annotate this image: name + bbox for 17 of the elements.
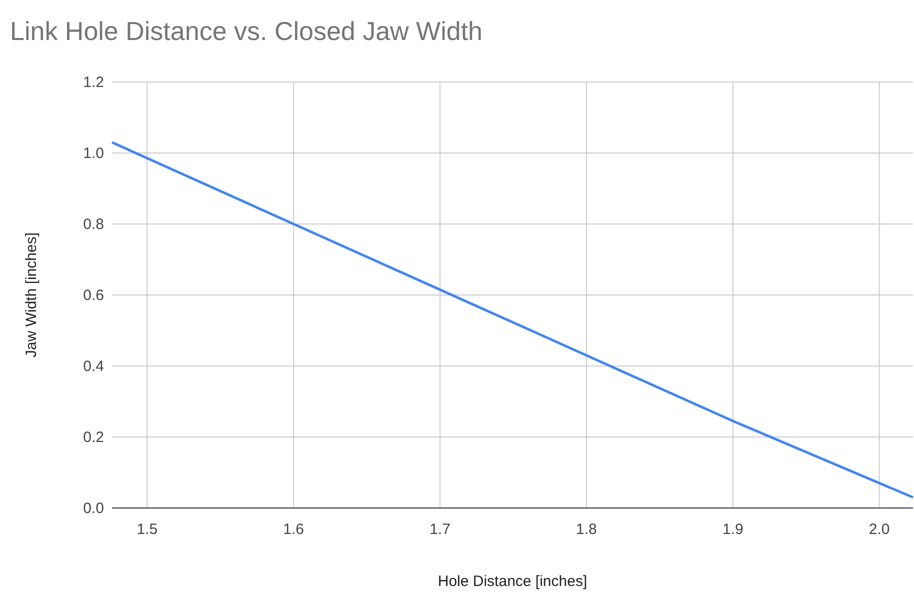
x-tick-label: 1.6	[283, 521, 304, 538]
y-tick-label: 0.8	[83, 216, 104, 233]
y-tick-label: 0.2	[83, 429, 104, 446]
x-axis-title: Hole Distance [inches]	[438, 573, 588, 590]
x-tick-label: 1.9	[722, 521, 744, 538]
x-tick-label: 1.8	[576, 521, 597, 538]
y-axis-title: Jaw Width [inches]	[23, 232, 40, 358]
line-series	[110, 141, 914, 499]
x-tick-label: 1.5	[136, 521, 158, 538]
x-tick-label: 1.7	[430, 521, 450, 538]
chart-title: Link Hole Distance vs. Closed Jaw Width	[10, 16, 483, 46]
y-tick-label: 1.0	[83, 145, 104, 162]
y-tick-label: 0.0	[83, 500, 104, 517]
y-tick-label: 0.6	[83, 287, 104, 304]
y-tick-label: 0.4	[83, 358, 104, 375]
y-tick-label: 1.2	[83, 74, 104, 91]
x-tick-label: 2.0	[868, 521, 890, 538]
